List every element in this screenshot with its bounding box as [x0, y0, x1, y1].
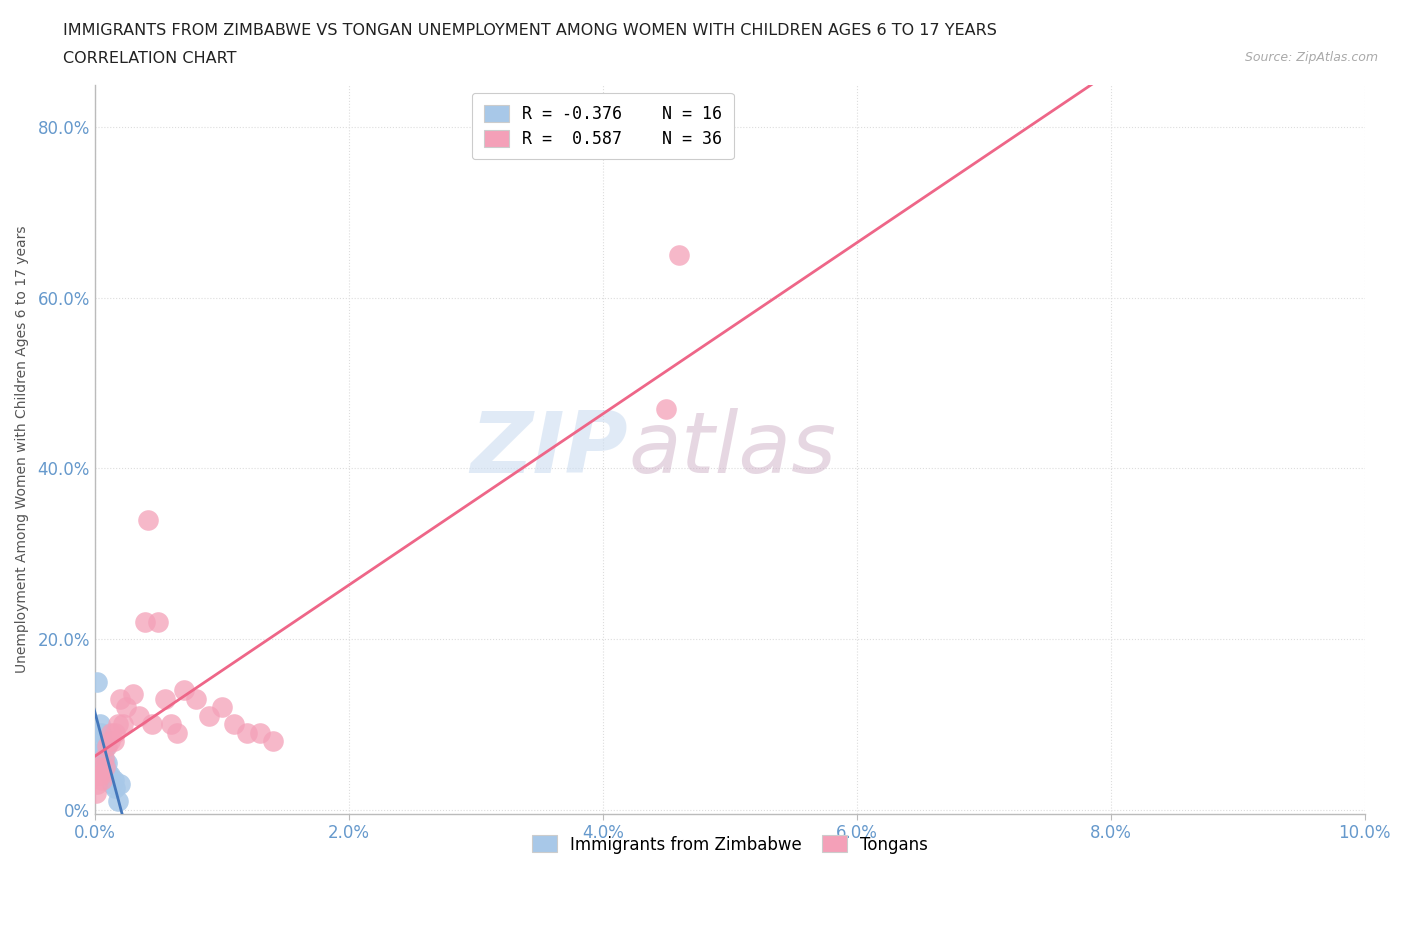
Y-axis label: Unemployment Among Women with Children Ages 6 to 17 years: Unemployment Among Women with Children A… [15, 226, 30, 673]
Point [128, 709, 150, 724]
Text: Source: ZipAtlas.com: Source: ZipAtlas.com [1244, 51, 1378, 64]
Text: IMMIGRANTS FROM ZIMBABWE VS TONGAN UNEMPLOYMENT AMONG WOMEN WITH CHILDREN AGES 6: IMMIGRANTS FROM ZIMBABWE VS TONGAN UNEMP… [63, 23, 997, 38]
Text: ZIP: ZIP [471, 407, 628, 491]
Point [104, 725, 127, 740]
Point [93, 751, 115, 765]
Point [87, 768, 110, 783]
Point [89, 760, 111, 775]
Point [249, 725, 271, 740]
Point [198, 709, 221, 724]
Point [103, 734, 125, 749]
Point [173, 683, 195, 698]
Point [107, 793, 129, 808]
Point [90, 768, 112, 783]
Point [94, 738, 117, 753]
Point [166, 725, 188, 740]
Point [141, 717, 163, 732]
Point [655, 402, 678, 417]
Point [94, 755, 117, 770]
Point [108, 777, 131, 791]
Point [104, 781, 127, 796]
Point [107, 717, 129, 732]
Legend: Immigrants from Zimbabwe, Tongans: Immigrants from Zimbabwe, Tongans [524, 829, 935, 860]
Point [98, 734, 121, 749]
Point [160, 717, 183, 732]
Point [91, 747, 114, 762]
Point [86, 674, 108, 689]
Point [100, 725, 122, 740]
Point [262, 734, 284, 749]
Point [153, 691, 176, 706]
Point [186, 691, 208, 706]
Point [89, 717, 111, 732]
Point [101, 777, 124, 791]
Text: CORRELATION CHART: CORRELATION CHART [63, 51, 236, 66]
Point [224, 717, 246, 732]
Point [86, 777, 108, 791]
Point [93, 742, 115, 757]
Point [98, 768, 121, 783]
Text: atlas: atlas [628, 407, 837, 491]
Point [136, 512, 159, 527]
Point [87, 734, 110, 749]
Point [236, 725, 259, 740]
Point [211, 699, 233, 714]
Point [96, 755, 118, 770]
Point [84, 785, 107, 800]
Point [90, 725, 112, 740]
Point [148, 615, 170, 630]
Point [103, 772, 125, 787]
Point [115, 699, 138, 714]
Point [94, 760, 117, 775]
Point [96, 738, 118, 753]
Point [668, 248, 690, 263]
Point [96, 764, 118, 778]
Point [108, 691, 131, 706]
Point [121, 687, 143, 702]
Point [134, 615, 156, 630]
Point [111, 717, 134, 732]
Point [91, 772, 114, 787]
